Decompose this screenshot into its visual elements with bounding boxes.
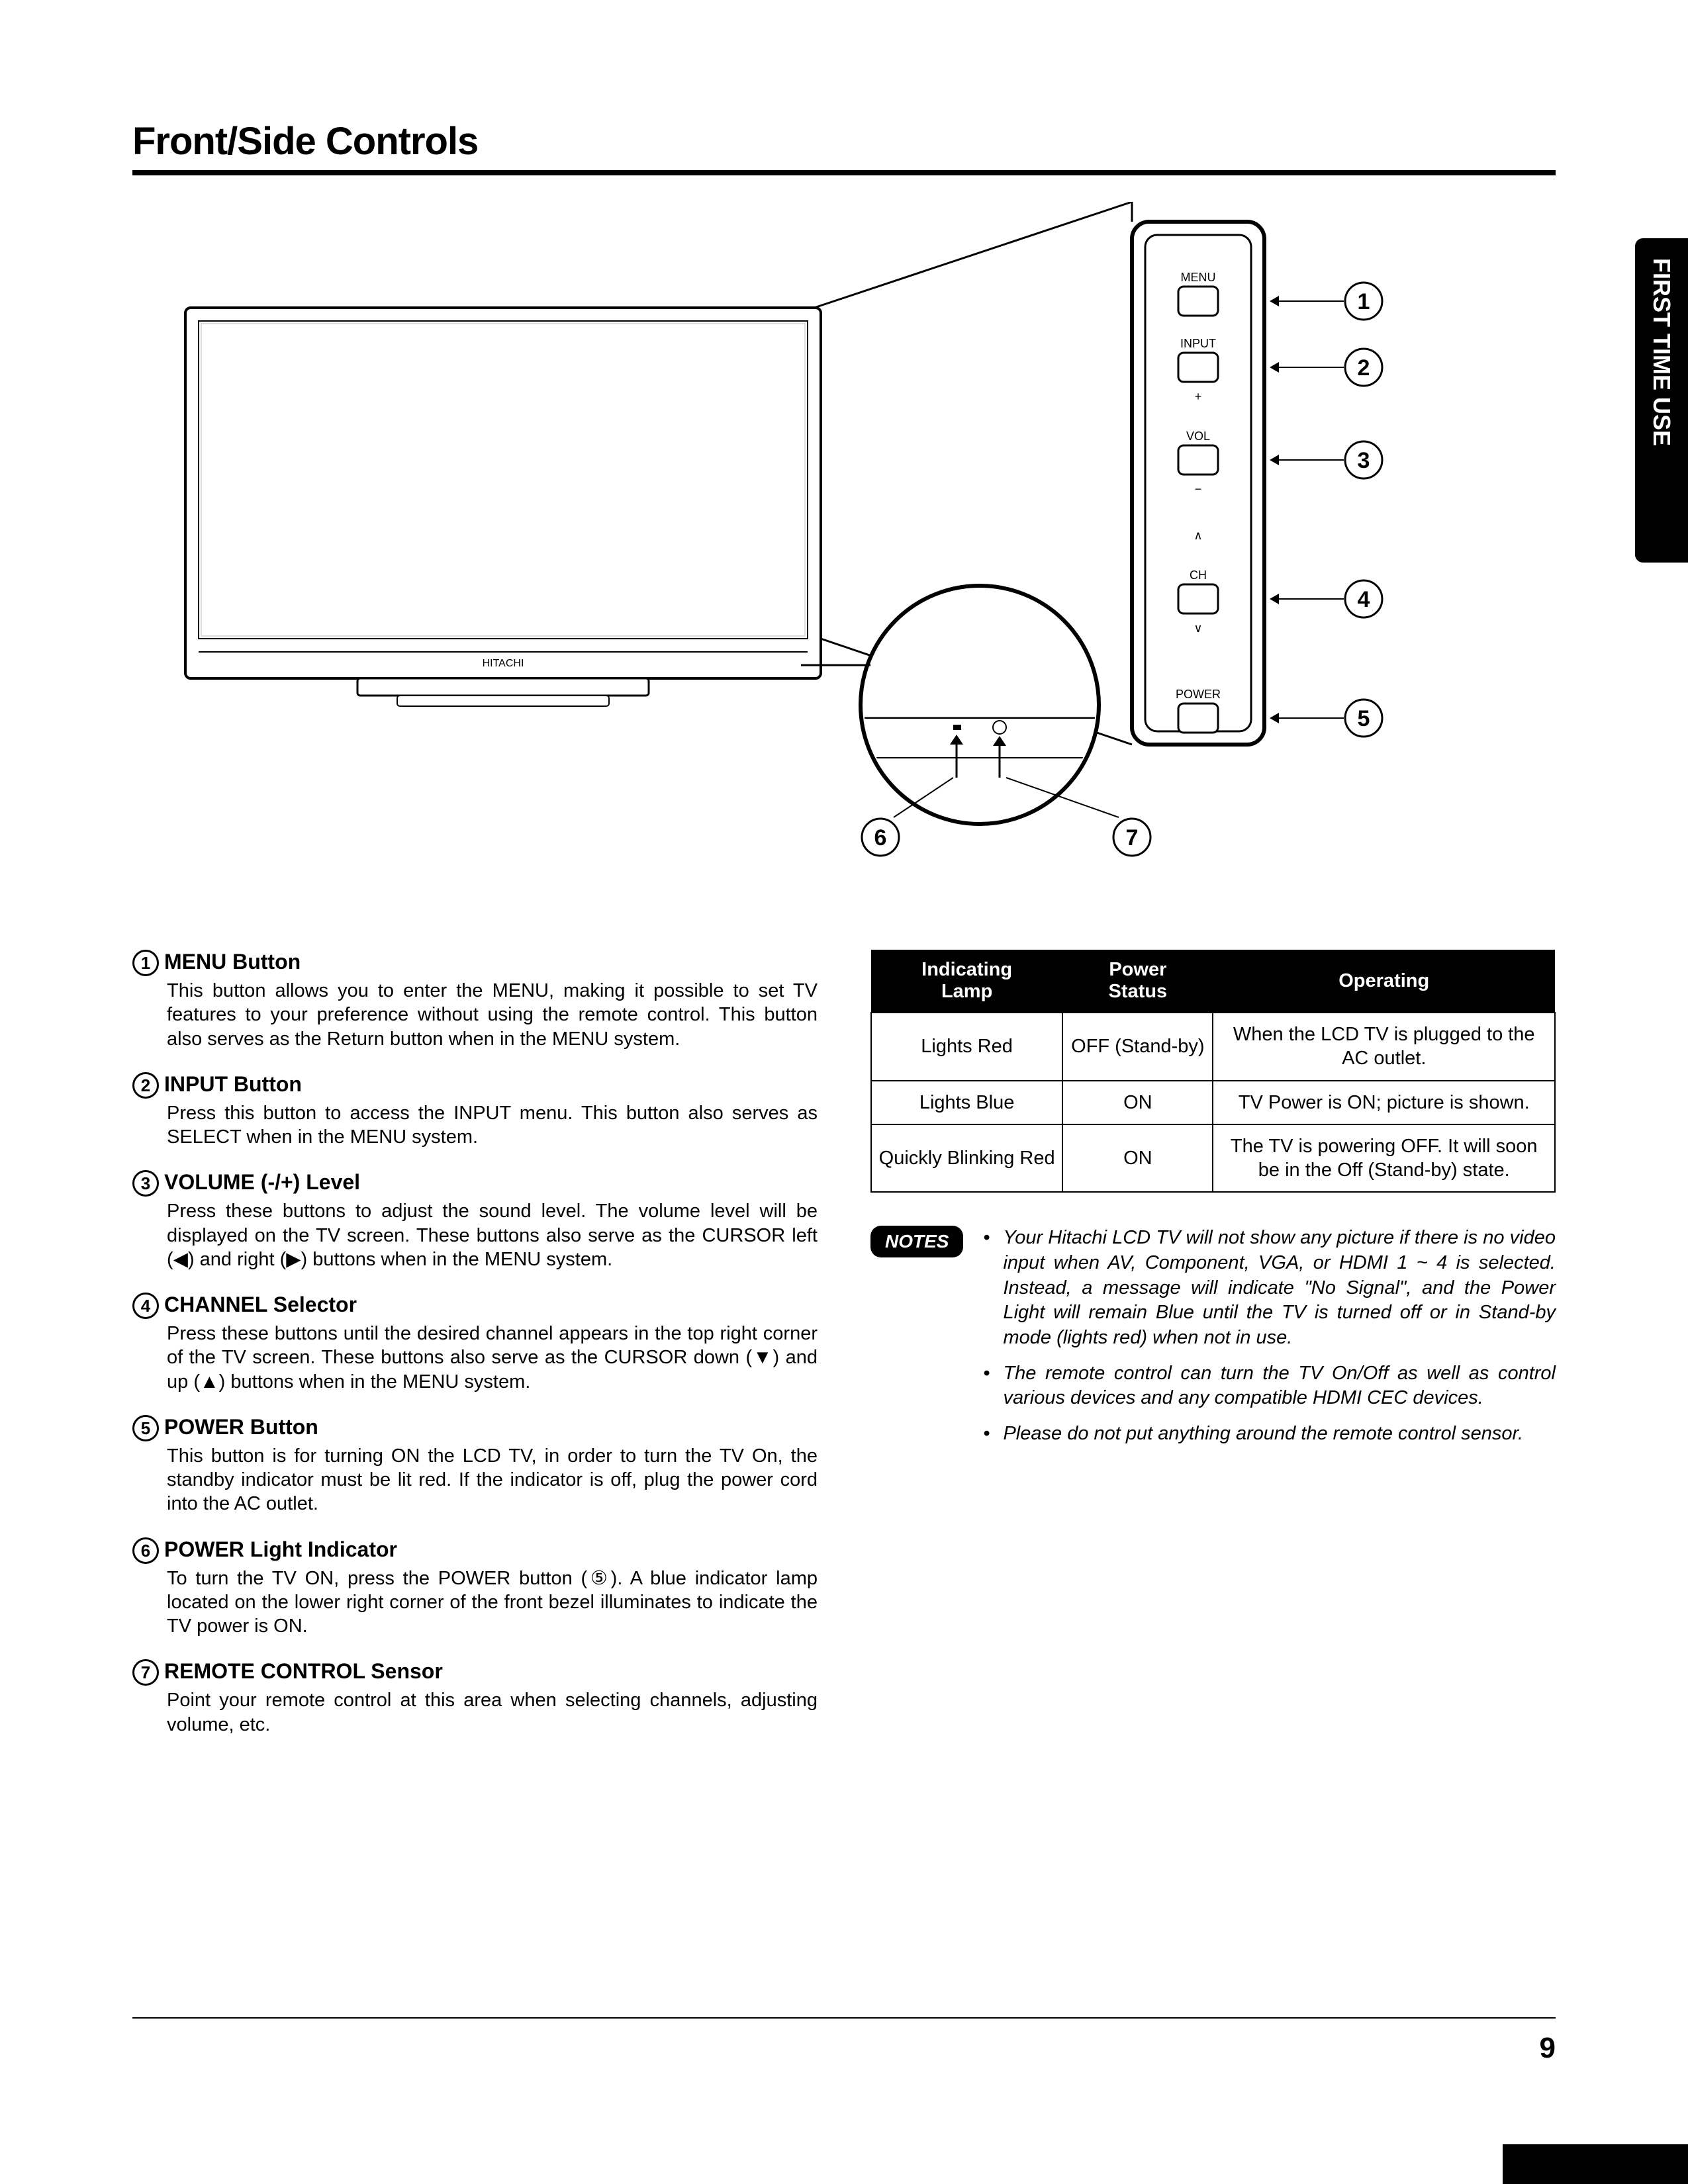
desc-body: Press these buttons until the desired ch… — [167, 1322, 818, 1394]
svg-text:VOL: VOL — [1186, 430, 1210, 443]
svg-text:4: 4 — [1358, 587, 1370, 612]
table-cell: Quickly Blinking Red — [871, 1124, 1062, 1193]
description-item: 1MENU Button This button allows you to en… — [132, 950, 818, 1051]
svg-text:POWER: POWER — [1176, 688, 1221, 701]
desc-number: 5 — [132, 1415, 159, 1441]
svg-text:3: 3 — [1358, 448, 1370, 473]
table-cell: Lights Red — [871, 1013, 1062, 1081]
note-item: Please do not put anything around the re… — [983, 1422, 1556, 1447]
table-cell: OFF (Stand-by) — [1062, 1013, 1213, 1081]
table-cell: ON — [1062, 1124, 1213, 1193]
svg-text:5: 5 — [1358, 706, 1370, 731]
description-item: 5POWER Button This button is for turning … — [132, 1415, 818, 1516]
table-row: Quickly Blinking RedONThe TV is powering… — [871, 1124, 1555, 1193]
desc-number: 1 — [132, 950, 159, 976]
notes-block: NOTES Your Hitachi LCD TV will not show … — [870, 1226, 1556, 1457]
desc-title: POWER Button — [164, 1415, 318, 1439]
desc-title: INPUT Button — [164, 1072, 302, 1096]
desc-number: 3 — [132, 1170, 159, 1197]
description-item: 2INPUT Button Press this button to access… — [132, 1072, 818, 1150]
svg-text:MENU: MENU — [1181, 271, 1216, 284]
svg-text:7: 7 — [1126, 825, 1139, 850]
side-panel-icon: MENU INPUT + VOL − ∧ CH ∨ POWER — [1132, 222, 1264, 745]
page-title: Front/Side Controls — [132, 119, 1556, 175]
svg-text:CH: CH — [1190, 569, 1207, 582]
detail-circle-icon — [861, 586, 1099, 824]
svg-text:INPUT: INPUT — [1180, 337, 1216, 350]
svg-text:6: 6 — [874, 825, 887, 850]
table-cell: TV Power is ON; picture is shown. — [1213, 1081, 1555, 1124]
side-tab-bottom — [1503, 2144, 1688, 2184]
tv-front-icon: HITACHI — [185, 308, 821, 706]
desc-title: REMOTE CONTROL Sensor — [164, 1659, 443, 1683]
desc-title: CHANNEL Selector — [164, 1293, 357, 1316]
notes-badge: NOTES — [870, 1226, 963, 1257]
desc-body: Point your remote control at this area w… — [167, 1688, 818, 1737]
svg-text:−: − — [1195, 482, 1202, 496]
note-item: Your Hitachi LCD TV will not show any pi… — [983, 1226, 1556, 1350]
table-row: Lights BlueONTV Power is ON; picture is … — [871, 1081, 1555, 1124]
desc-body: Press this button to access the INPUT me… — [167, 1101, 818, 1150]
desc-number: 6 — [132, 1537, 159, 1564]
desc-title: MENU Button — [164, 950, 301, 974]
page-number: 9 — [132, 2017, 1556, 2065]
description-item: 7REMOTE CONTROL Sensor Point your remote … — [132, 1659, 818, 1737]
svg-text:∨: ∨ — [1194, 621, 1202, 635]
svg-text:∧: ∧ — [1194, 529, 1202, 542]
desc-body: To turn the TV ON, press the POWER butto… — [167, 1567, 818, 1639]
desc-title: VOLUME (-/+) Level — [164, 1170, 360, 1194]
desc-body: This button allows you to enter the MENU… — [167, 979, 818, 1051]
table-cell: ON — [1062, 1081, 1213, 1124]
status-table: IndicatingLampPowerStatusOperating Light… — [870, 950, 1556, 1193]
descriptions-column: 1MENU Button This button allows you to en… — [132, 950, 818, 1758]
tv-brand: HITACHI — [483, 658, 524, 669]
desc-body: Press these buttons to adjust the sound … — [167, 1199, 818, 1271]
table-cell: The TV is powering OFF. It will soon be … — [1213, 1124, 1555, 1193]
side-tab: FIRST TIME USE — [1635, 238, 1688, 563]
desc-number: 7 — [132, 1659, 159, 1686]
desc-title: POWER Light Indicator — [164, 1537, 397, 1561]
table-cell: Lights Blue — [871, 1081, 1062, 1124]
table-header: IndicatingLamp — [871, 950, 1062, 1013]
table-cell: When the LCD TV is plugged to the AC out… — [1213, 1013, 1555, 1081]
table-header: Operating — [1213, 950, 1555, 1013]
table-row: Lights RedOFF (Stand-by)When the LCD TV … — [871, 1013, 1555, 1081]
description-item: 3VOLUME (-/+) Level Press these buttons t… — [132, 1170, 818, 1271]
svg-text:+: + — [1195, 390, 1202, 403]
note-item: The remote control can turn the TV On/Of… — [983, 1361, 1556, 1411]
desc-number: 4 — [132, 1293, 159, 1319]
table-header: PowerStatus — [1062, 950, 1213, 1013]
desc-body: This button is for turning ON the LCD TV… — [167, 1444, 818, 1516]
svg-text:1: 1 — [1358, 289, 1370, 314]
description-item: 6POWER Light Indicator To turn the TV ON,… — [132, 1537, 818, 1639]
svg-text:2: 2 — [1358, 355, 1370, 381]
description-item: 4CHANNEL Selector Press these buttons unt… — [132, 1293, 818, 1394]
desc-number: 2 — [132, 1072, 159, 1099]
diagram: HITACHI MENU INPUT + VOL − ∧ CH ∨ POWER 1 2 3 4 5 — [132, 202, 1556, 923]
